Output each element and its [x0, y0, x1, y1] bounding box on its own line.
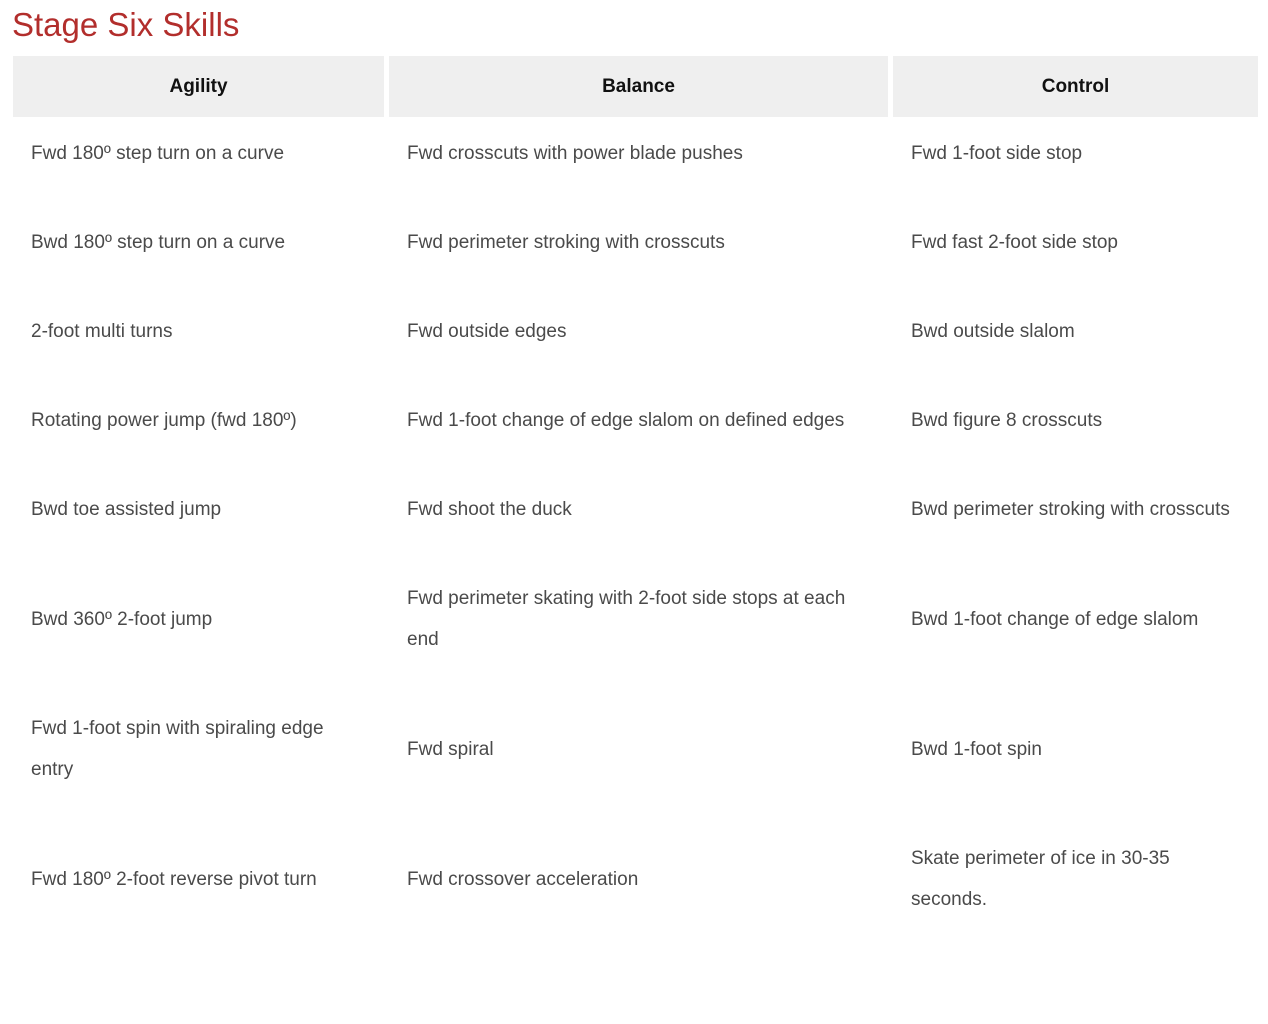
page-title: Stage Six Skills	[12, 6, 240, 43]
table-cell: Bwd 1-foot change of edge slalom	[911, 608, 1199, 630]
table-row: Rotating power jump (fwd 180º) Fwd 1-foot…	[13, 384, 1258, 473]
table-cell: Skate perimeter of ice in 30-35 seconds.	[911, 848, 1170, 910]
table-cell: Bwd outside slalom	[911, 321, 1075, 342]
table-cell: Fwd 1-foot spin with spiraling edge entr…	[31, 718, 324, 780]
skills-table: Agility Balance Control Fwd 180º step tu…	[8, 56, 1263, 952]
table-cell: Rotating power jump (fwd 180º)	[31, 410, 297, 431]
table-cell: Bwd 360º 2-foot jump	[31, 608, 213, 630]
table-cell: Fwd 1-foot side stop	[911, 143, 1083, 164]
table-row: Bwd 180º step turn on a curve Fwd perimet…	[13, 206, 1258, 295]
header-row: Agility Balance Control	[13, 56, 1258, 117]
table-cell: Fwd 1-foot change of edge slalom on defi…	[407, 410, 845, 431]
table-row: Fwd 180º 2-foot reverse pivot turn Fwd cr…	[13, 822, 1258, 952]
table-row: Fwd 180º step turn on a curve Fwd crosscu…	[13, 117, 1258, 206]
table-cell: Fwd crossover acceleration	[407, 868, 639, 890]
table-cell: Bwd 180º step turn on a curve	[31, 232, 286, 253]
table-cell: Fwd 180º step turn on a curve	[31, 143, 285, 164]
table-row: Fwd 1-foot spin with spiraling edge entr…	[13, 692, 1258, 822]
column-header-control: Control	[893, 56, 1258, 117]
column-header-balance: Balance	[389, 56, 888, 117]
table-body: Fwd 180º step turn on a curve Fwd crosscu…	[13, 117, 1258, 952]
table-row: 2-foot multi turns Fwd outside edges Bwd o…	[13, 295, 1258, 384]
table-cell: Bwd perimeter stroking with crosscuts	[911, 499, 1230, 520]
table-cell: Fwd crosscuts with power blade pushes	[407, 143, 743, 164]
table-cell: Fwd perimeter stroking with crosscuts	[407, 232, 725, 253]
table-row: Bwd 360º 2-foot jump Fwd perimeter skatin…	[13, 562, 1258, 692]
table-cell: Bwd toe assisted jump	[31, 499, 222, 520]
table-cell: Fwd shoot the duck	[407, 499, 572, 520]
table-cell: Fwd spiral	[407, 738, 494, 760]
table-cell: Bwd 1-foot spin	[911, 738, 1042, 760]
table-cell: 2-foot multi turns	[31, 321, 173, 342]
column-header-agility: Agility	[13, 56, 384, 117]
table-cell: Fwd fast 2-foot side stop	[911, 232, 1118, 253]
table-cell: Bwd figure 8 crosscuts	[911, 410, 1103, 431]
table-cell: Fwd perimeter skating with 2-foot side s…	[407, 588, 846, 650]
table-row: Bwd toe assisted jump Fwd shoot the duck B…	[13, 473, 1258, 562]
table-cell: Fwd 180º 2-foot reverse pivot turn	[31, 868, 317, 890]
table-cell: Fwd outside edges	[407, 321, 567, 342]
